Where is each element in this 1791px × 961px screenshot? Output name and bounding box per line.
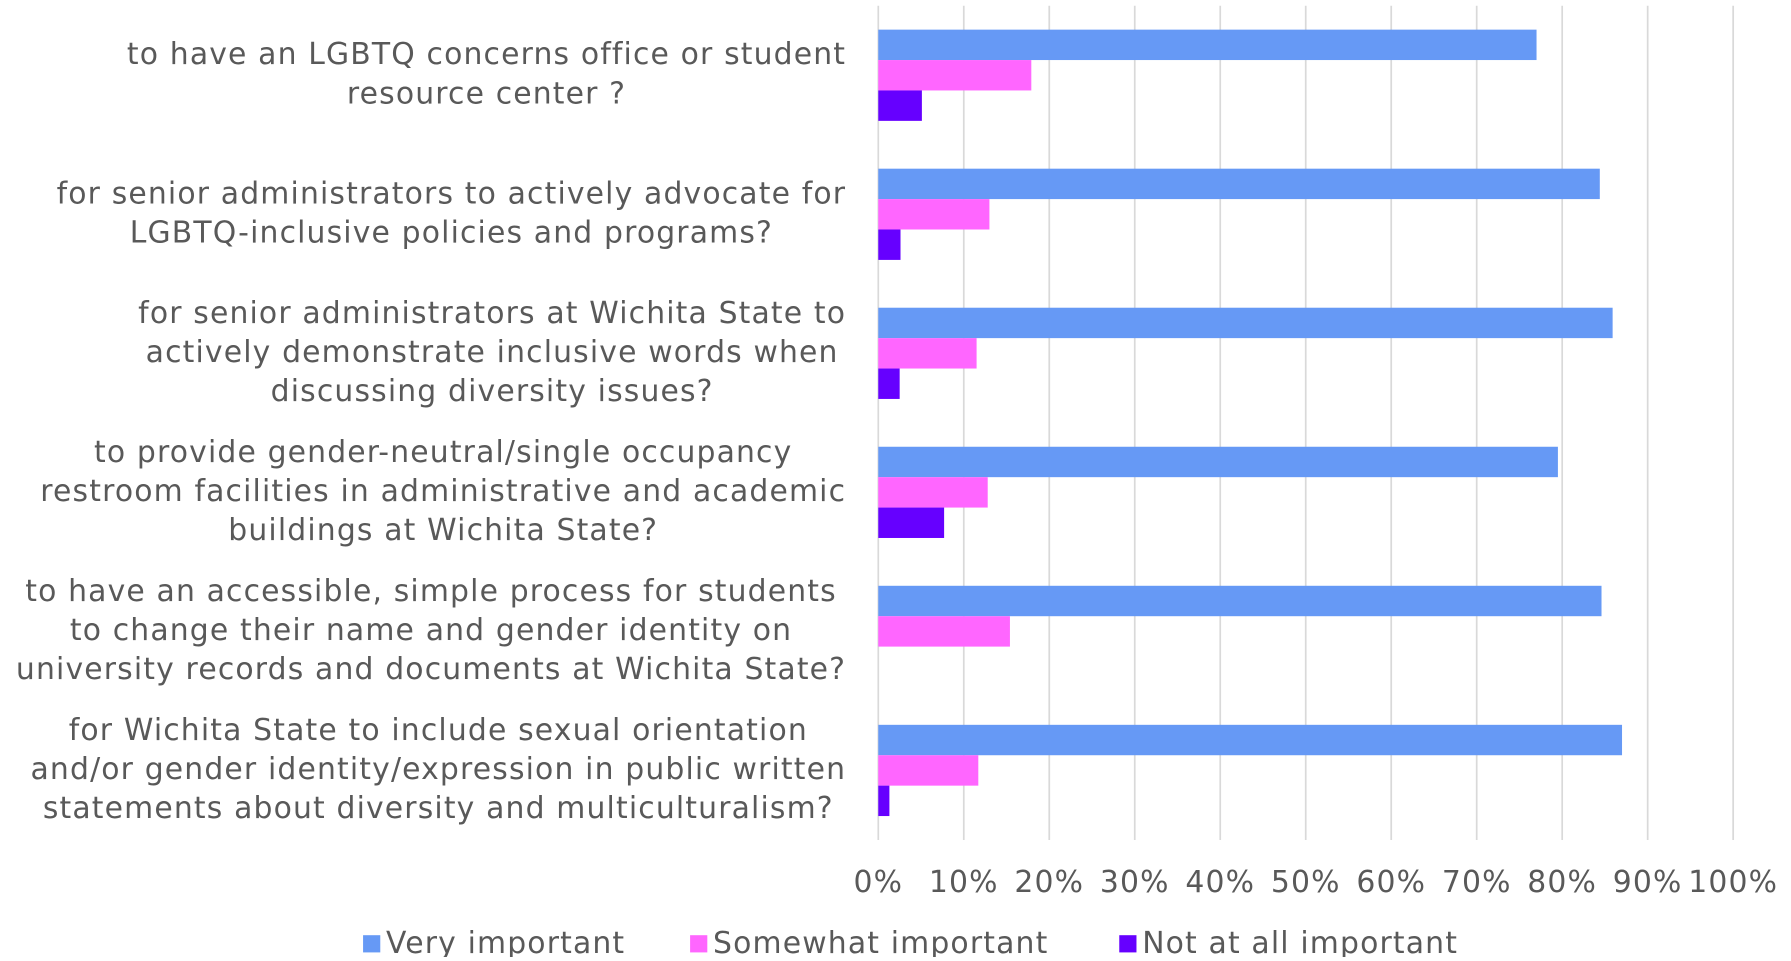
y-tick-label: discussing diversity issues?: [271, 374, 714, 409]
y-tick-label: to have an accessible, simple process fo…: [25, 574, 837, 609]
bar: [878, 60, 1032, 91]
y-tick-label: to change their name and gender identity…: [70, 613, 792, 648]
x-tick-label: 30%: [1100, 865, 1170, 900]
y-tick-label: statements about diversity and multicult…: [43, 791, 834, 826]
y-tick-label: LGBTQ-inclusive policies and programs?: [130, 215, 773, 250]
bar: [878, 724, 1623, 756]
x-tick-label: 0%: [853, 865, 903, 900]
bar: [878, 199, 990, 230]
bar: [878, 785, 890, 817]
y-tick-label: to provide gender-neutral/single occupan…: [94, 435, 792, 470]
legend-swatch: [1119, 935, 1137, 953]
bar: [878, 585, 1602, 617]
y-tick-label: resource center ?: [347, 76, 626, 111]
legend-swatch: [363, 935, 381, 953]
x-tick-label: 100%: [1688, 865, 1778, 900]
y-tick-label: for Wichita State to include sexual orie…: [69, 713, 808, 748]
bar: [878, 168, 1600, 200]
bar: [878, 755, 979, 786]
x-tick-label: 80%: [1527, 865, 1597, 900]
y-tick-label: restroom facilities in administrative an…: [40, 474, 846, 509]
bar: [878, 368, 900, 399]
bar: [878, 90, 922, 121]
bar: [878, 507, 945, 538]
legend-label: Not at all important: [1142, 926, 1458, 957]
y-tick-label: university records and documents at Wich…: [16, 652, 846, 687]
legend-swatch: [690, 935, 708, 953]
x-tick-label: 20%: [1014, 865, 1084, 900]
x-tick-label: 70%: [1442, 865, 1512, 900]
legend-label: Somewhat important: [713, 926, 1048, 957]
x-tick-label: 50%: [1271, 865, 1341, 900]
y-tick-label: buildings at Wichita State?: [228, 513, 658, 548]
y-tick-label: for senior administrators to actively ad…: [57, 176, 847, 211]
y-tick-label: to have an LGBTQ concerns office or stud…: [127, 37, 846, 72]
bar: [878, 229, 901, 260]
bar: [878, 616, 1010, 647]
bar: [878, 307, 1613, 339]
y-tick-label: actively demonstrate inclusive words whe…: [146, 335, 839, 370]
bar: [878, 338, 977, 369]
x-tick-label: 90%: [1613, 865, 1683, 900]
legend-label: Very important: [386, 926, 625, 957]
x-tick-label: 60%: [1356, 865, 1426, 900]
x-tick-label: 10%: [929, 865, 999, 900]
bar: [878, 29, 1537, 61]
y-tick-label: and/or gender identity/expression in pub…: [31, 752, 847, 787]
x-tick-label: 40%: [1185, 865, 1255, 900]
bar: [878, 477, 988, 508]
bar: [878, 446, 1558, 478]
y-tick-label: for senior administrators at Wichita Sta…: [138, 296, 846, 331]
